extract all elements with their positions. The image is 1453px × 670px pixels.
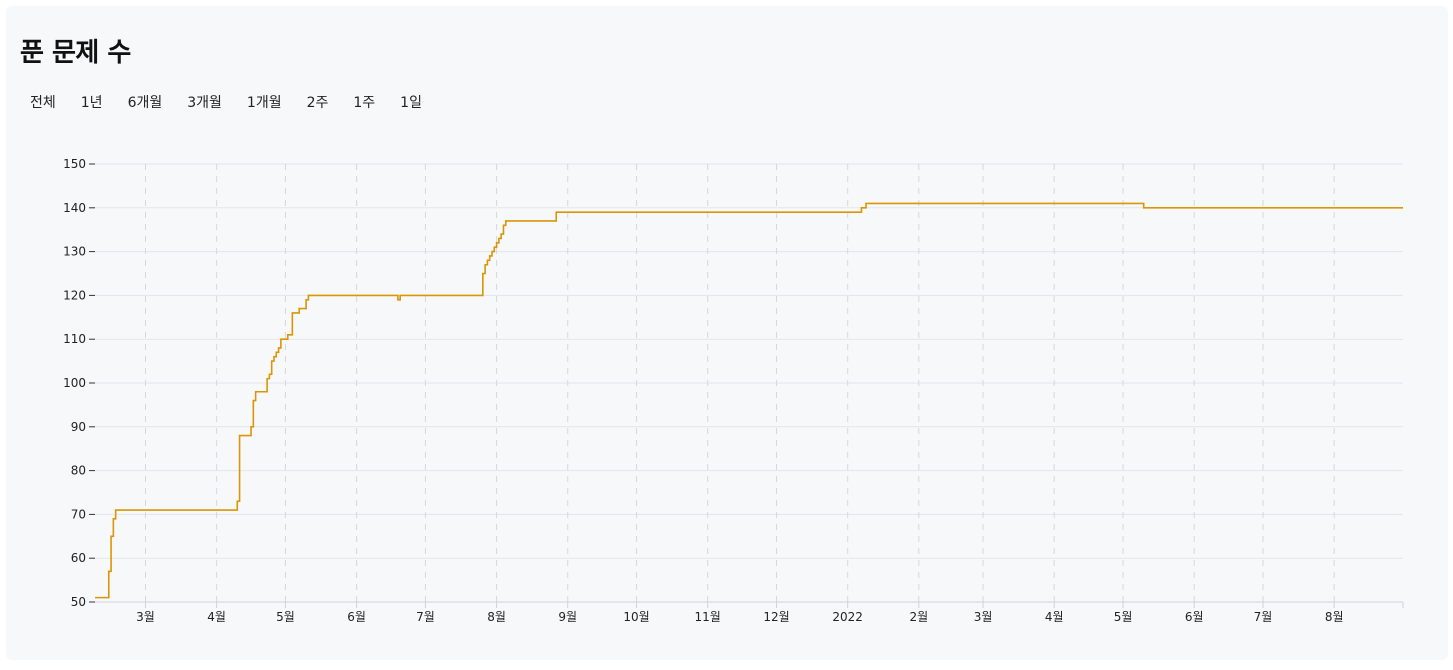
range-1year-button[interactable]: 1년 <box>81 92 103 112</box>
x-tick-label: 8월 <box>487 610 506 624</box>
y-tick-label: 150 <box>63 157 86 171</box>
solved-count-line <box>95 202 1403 599</box>
card-title: 푼 문제 수 <box>20 38 131 68</box>
x-tick-label: 8월 <box>1325 610 1344 624</box>
x-tick-label: 9월 <box>558 610 577 624</box>
x-tick-label: 3월 <box>136 610 155 624</box>
range-6month-button[interactable]: 6개월 <box>128 92 163 112</box>
x-tick-label: 11월 <box>695 610 721 624</box>
x-tick-label: 12월 <box>763 610 789 624</box>
x-tick-label: 5월 <box>276 610 295 624</box>
y-tick-label: 100 <box>63 376 86 390</box>
y-tick-label: 60 <box>71 551 86 565</box>
x-tick-label: 3월 <box>974 610 993 624</box>
y-tick-label: 110 <box>63 332 86 346</box>
y-tick-label: 70 <box>71 507 86 521</box>
x-tick-label: 5월 <box>1114 610 1133 624</box>
range-2week-button[interactable]: 2주 <box>307 92 329 112</box>
x-tick-label: 2022 <box>832 610 863 624</box>
range-3month-button[interactable]: 3개월 <box>187 92 222 112</box>
x-tick-label: 2월 <box>909 610 928 624</box>
y-tick-label: 120 <box>63 288 86 302</box>
x-tick-label: 6월 <box>1185 610 1204 624</box>
range-selector: 전체 1년 6개월 3개월 1개월 2주 1주 1일 <box>30 92 447 112</box>
x-tick-label: 7월 <box>416 610 435 624</box>
y-tick-label: 90 <box>71 420 86 434</box>
range-1week-button[interactable]: 1주 <box>353 92 375 112</box>
y-tick-label: 130 <box>63 245 86 259</box>
range-1day-button[interactable]: 1일 <box>400 92 422 112</box>
x-tick-label: 4월 <box>1045 610 1064 624</box>
range-all-button[interactable]: 전체 <box>30 92 56 112</box>
range-1month-button[interactable]: 1개월 <box>247 92 282 112</box>
y-tick-label: 80 <box>71 464 86 478</box>
x-tick-label: 4월 <box>207 610 226 624</box>
solved-count-card: 푼 문제 수 전체 1년 6개월 3개월 1개월 2주 1주 1일 <box>6 6 1448 660</box>
y-tick-label: 140 <box>63 201 86 215</box>
x-tick-label: 7월 <box>1254 610 1273 624</box>
y-tick-label: 50 <box>71 595 86 609</box>
x-tick-label: 6월 <box>347 610 366 624</box>
x-tick-label: 10월 <box>623 610 649 624</box>
